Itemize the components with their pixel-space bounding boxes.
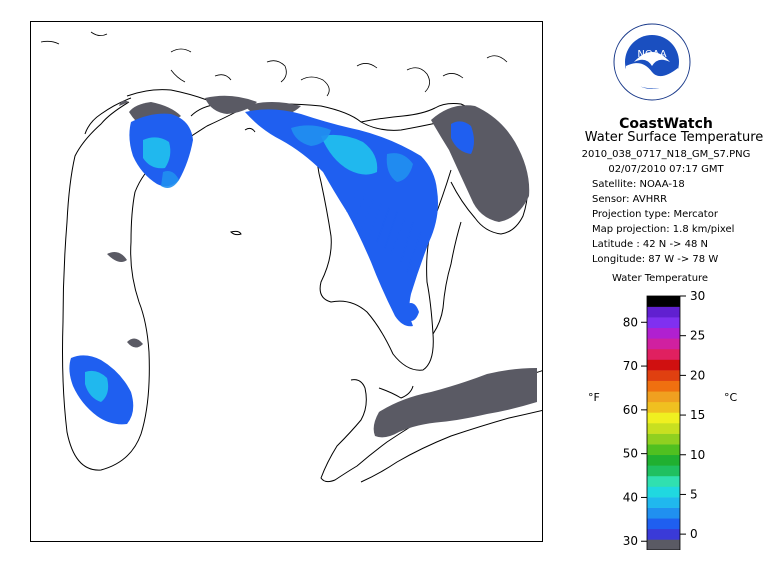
map-canvas <box>40 31 542 483</box>
filename: 2010_038_0717_N18_GM_S7.PNG <box>581 149 751 160</box>
colorbar-swatch <box>647 327 680 339</box>
satellite: Satellite: NOAA-18 <box>592 179 685 190</box>
logo-label: NOAA <box>637 49 666 60</box>
colorbar-swatch <box>647 370 680 381</box>
legend-title: Water Temperature <box>612 273 709 284</box>
colorbar-swatch <box>647 465 680 477</box>
fahrenheit-axis: 80 70 60 50 40 30 <box>623 315 647 548</box>
colorbar-swatch <box>647 444 680 456</box>
colorbar-swatch <box>647 412 680 424</box>
sensor: Sensor: AVHRR <box>592 194 668 205</box>
colorbar-swatch <box>647 528 680 540</box>
colorbar-swatch <box>647 539 680 550</box>
colorbar-swatch <box>647 296 680 307</box>
colorbar-swatch <box>647 317 680 329</box>
fahrenheit-tick-label: 60 <box>623 403 638 417</box>
noaa-logo: NOAA <box>612 22 692 106</box>
celsius-tick-label: 15 <box>690 408 705 422</box>
latitude: Latitude : 42 N -> 48 N <box>592 239 708 250</box>
fahrenheit-tick-label: 50 <box>623 447 638 461</box>
colorbar-swatch <box>647 423 680 434</box>
celsius-tick-label: 10 <box>690 448 705 462</box>
fahrenheit-unit: °F <box>588 391 600 404</box>
colorbar-frame <box>646 295 681 550</box>
celsius-tick-label: 0 <box>690 527 698 541</box>
colorbar-swatch <box>647 348 680 360</box>
date-time: 02/07/2010 07:17 GMT <box>608 164 724 175</box>
colorbar-swatch <box>647 306 680 318</box>
colorbar-swatch <box>647 486 680 498</box>
fahrenheit-tick-label: 70 <box>623 359 638 373</box>
colorbar-swatch <box>647 475 680 487</box>
water-streaks <box>346 189 422 273</box>
projection-type: Projection type: Mercator <box>592 209 718 220</box>
colorbar-swatch <box>647 454 680 466</box>
map-projection: Map projection: 1.8 km/pixel <box>592 224 735 235</box>
fahrenheit-tick-label: 80 <box>623 315 638 329</box>
celsius-tick-label: 5 <box>690 487 698 501</box>
image-title: Water Surface Temperature <box>584 130 764 145</box>
product-title: CoastWatch <box>619 116 713 132</box>
satellite-map <box>30 21 543 542</box>
colorbar-swatch <box>647 359 680 371</box>
colorbar-swatch <box>647 497 680 508</box>
celsius-tick-label: 20 <box>690 368 705 382</box>
celsius-axis: 30 25 20 15 10 5 0 <box>680 289 705 541</box>
colorbar-swatch <box>647 518 680 530</box>
fahrenheit-tick-label: 40 <box>623 490 638 504</box>
celsius-unit: °C <box>724 391 738 404</box>
colorbar-swatch <box>647 380 680 392</box>
warm-water <box>85 134 378 402</box>
colorbar-swatch <box>647 338 680 350</box>
celsius-tick-label: 30 <box>690 289 705 303</box>
mid-water <box>161 125 413 188</box>
colorbar-swatches <box>647 296 680 550</box>
northern-lakes <box>40 31 508 97</box>
longitude: Longitude: 87 W -> 78 W <box>592 254 719 265</box>
colorbar-swatch <box>647 391 680 403</box>
colorbar-swatch <box>647 401 680 413</box>
colorbar-swatch <box>647 433 680 445</box>
fahrenheit-tick-label: 30 <box>623 534 638 548</box>
celsius-tick-label: 25 <box>690 329 705 343</box>
colorbar-swatch <box>647 507 680 519</box>
open-water <box>69 109 474 425</box>
